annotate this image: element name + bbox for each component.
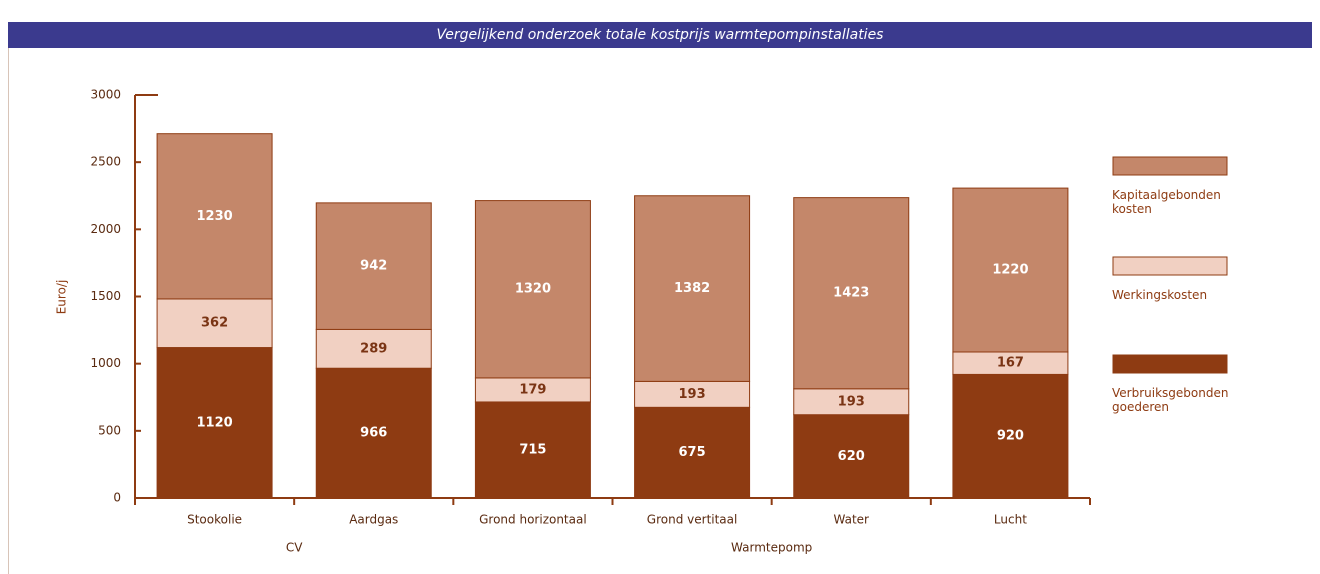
bar-segment bbox=[315, 367, 432, 499]
bar-value-label: 289 bbox=[360, 341, 387, 356]
y-axis-label: Euro/j bbox=[55, 280, 69, 315]
x-tick-label: Water bbox=[834, 513, 870, 527]
legend-swatch bbox=[1112, 156, 1228, 176]
legend-label: Werkingskosten bbox=[1112, 288, 1208, 302]
y-tick-label: 3000 bbox=[90, 88, 121, 102]
bar-value-label: 362 bbox=[201, 316, 228, 331]
bar-segment bbox=[793, 388, 910, 416]
y-tick-label: 2000 bbox=[90, 222, 121, 236]
bar-value-label: 193 bbox=[838, 394, 865, 409]
bar-value-label: 1120 bbox=[196, 415, 232, 430]
bar-value-label: 920 bbox=[997, 429, 1024, 444]
title-banner bbox=[8, 22, 1312, 48]
bar-segment bbox=[952, 187, 1069, 353]
bar-segment bbox=[474, 200, 591, 379]
bar-value-label: 193 bbox=[679, 387, 706, 402]
bar-segment bbox=[156, 298, 273, 349]
bar-segment bbox=[474, 401, 591, 499]
bar-segment bbox=[315, 328, 432, 369]
bar-segment bbox=[634, 406, 751, 499]
bar-value-label: 1220 bbox=[992, 263, 1028, 278]
bar-segment bbox=[634, 380, 751, 408]
bar-segment bbox=[156, 133, 273, 300]
bar-value-label: 675 bbox=[679, 445, 706, 460]
x-tick-label: Lucht bbox=[994, 513, 1027, 527]
bar-value-label: 167 bbox=[997, 356, 1024, 371]
bar-value-label: 620 bbox=[838, 449, 865, 464]
legend-swatch bbox=[1112, 354, 1228, 374]
y-tick-label: 1000 bbox=[90, 356, 121, 370]
legend-label: Kapitaalgebonden kosten bbox=[1112, 188, 1221, 216]
bar-value-label: 1382 bbox=[674, 281, 710, 296]
y-tick-label: 500 bbox=[98, 423, 121, 437]
x-tick-label: Grond vertitaal bbox=[647, 513, 738, 527]
bar-value-label: 966 bbox=[360, 426, 387, 441]
y-tick-label: 1500 bbox=[90, 289, 121, 303]
chart-title: Vergelijkend onderzoek totale kostprijs … bbox=[437, 27, 884, 43]
group-label: CV bbox=[286, 541, 303, 555]
y-tick-label: 2500 bbox=[90, 155, 121, 169]
bar-segment bbox=[793, 414, 910, 499]
bar-segment bbox=[634, 195, 751, 382]
bar-segment bbox=[952, 373, 1069, 499]
x-tick-label: Stookolie bbox=[187, 513, 242, 527]
legend-swatch bbox=[1112, 256, 1228, 276]
bar-value-label: 715 bbox=[519, 442, 546, 457]
x-tick-label: Aardgas bbox=[349, 513, 398, 527]
bar-value-label: 1423 bbox=[833, 286, 869, 301]
bar-value-label: 1320 bbox=[515, 282, 551, 297]
bar-segment bbox=[793, 197, 910, 390]
bar-segment bbox=[315, 202, 432, 330]
y-tick-label: 0 bbox=[113, 491, 121, 505]
legend-label: Verbruiksgebonden goederen bbox=[1112, 386, 1229, 414]
bar-value-label: 942 bbox=[360, 259, 387, 274]
group-label: Warmtepomp bbox=[731, 541, 812, 555]
bar-segment bbox=[156, 347, 273, 499]
x-tick-label: Grond horizontaal bbox=[479, 513, 587, 527]
bar-value-label: 179 bbox=[519, 382, 546, 397]
bar-value-label: 1230 bbox=[196, 209, 232, 224]
bar-segment bbox=[474, 377, 591, 403]
